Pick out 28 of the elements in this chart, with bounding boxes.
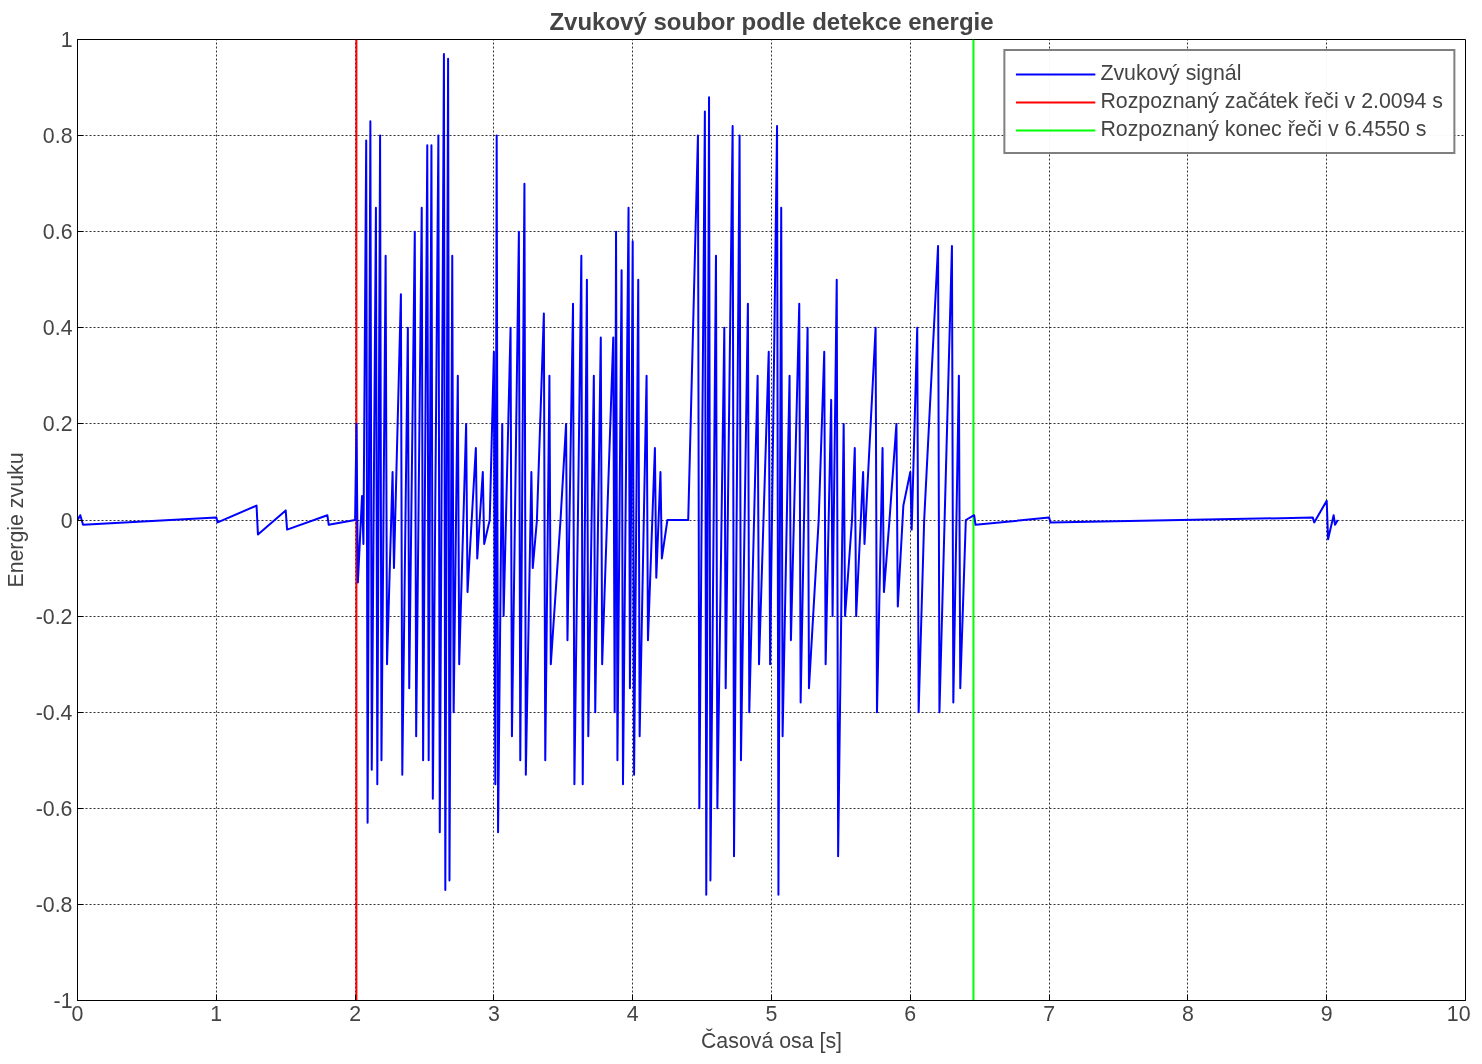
x-tick-label: 1 <box>210 1001 223 1026</box>
x-tick-label: 4 <box>626 1001 639 1026</box>
x-tick-label: 9 <box>1320 1001 1333 1026</box>
y-tick-label: 0.6 <box>42 220 73 245</box>
x-tick-label: 6 <box>904 1001 917 1026</box>
x-tick-label: 2 <box>349 1001 362 1026</box>
y-tick-label: -0.2 <box>35 604 73 629</box>
chart-title: Zvukový soubor podle detekce energie <box>549 7 994 35</box>
y-axis-title: Energie zvuku <box>3 452 28 588</box>
y-tick-label: -1 <box>53 989 73 1013</box>
y-tick-label: 1 <box>60 28 73 52</box>
x-tick-label: 5 <box>765 1001 778 1026</box>
legend-label: Rozpoznaný konec řeči v 6.4550 s <box>1100 117 1427 142</box>
y-tick-label: -0.4 <box>35 700 73 725</box>
legend-label: Rozpoznaný začátek řeči v 2.0094 s <box>1100 89 1443 114</box>
y-tick-label: -0.6 <box>35 796 73 821</box>
x-tick-label: 7 <box>1043 1001 1056 1026</box>
y-tick-label: 0 <box>60 508 73 533</box>
y-tick-label: 0.4 <box>42 316 73 341</box>
y-tick-label: 0.8 <box>42 124 73 149</box>
x-tick-label: 10 <box>1446 1001 1471 1026</box>
x-axis-title: Časová osa [s] <box>700 1027 843 1053</box>
x-tick-label: 3 <box>487 1001 500 1026</box>
legend-label: Zvukový signál <box>1100 61 1242 86</box>
y-tick-label: -0.8 <box>35 892 73 917</box>
y-tick-label: 0.2 <box>42 412 73 437</box>
x-tick-label: 8 <box>1181 1001 1194 1026</box>
line-series <box>77 52 1339 896</box>
